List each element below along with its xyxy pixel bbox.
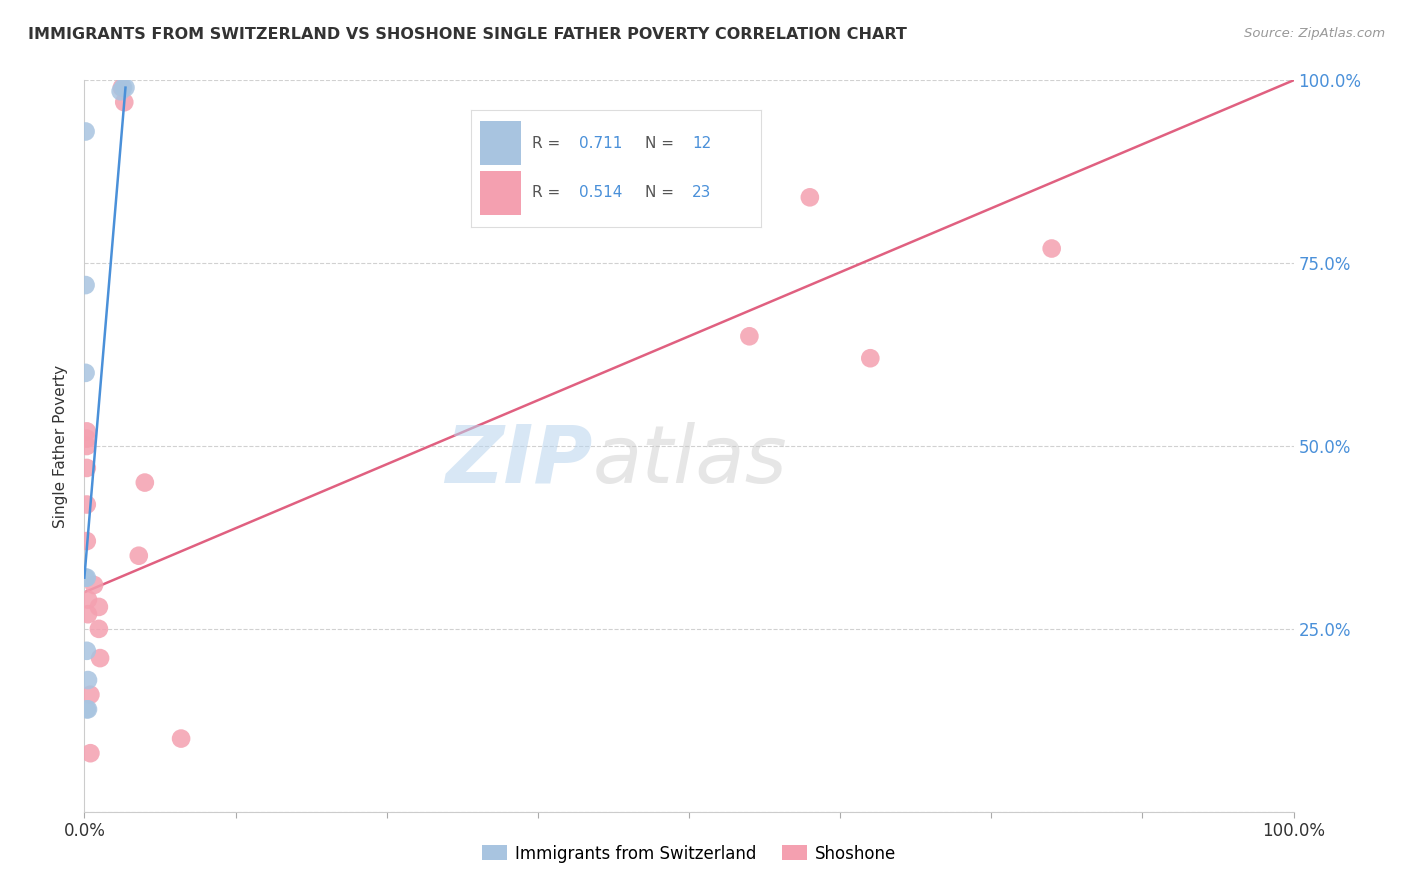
Point xyxy=(77,607,100,622)
Point xyxy=(799,190,821,204)
Point xyxy=(87,599,110,614)
Point xyxy=(112,80,135,95)
Point xyxy=(112,95,135,110)
Point xyxy=(76,461,98,475)
Point xyxy=(76,534,98,549)
Point xyxy=(89,651,111,665)
Text: ZIP: ZIP xyxy=(444,422,592,500)
Point xyxy=(75,571,97,585)
Point xyxy=(76,498,98,512)
Point xyxy=(128,549,150,563)
Point xyxy=(87,622,110,636)
Point xyxy=(76,432,98,446)
Legend: Immigrants from Switzerland, Shoshone: Immigrants from Switzerland, Shoshone xyxy=(475,838,903,869)
Point xyxy=(77,592,100,607)
Point xyxy=(75,124,97,138)
Point xyxy=(75,366,97,380)
Point xyxy=(76,425,98,439)
Point xyxy=(134,475,156,490)
Point xyxy=(76,439,98,453)
Point xyxy=(77,673,100,687)
Point xyxy=(77,702,100,716)
Y-axis label: Single Father Poverty: Single Father Poverty xyxy=(53,365,69,527)
Text: IMMIGRANTS FROM SWITZERLAND VS SHOSHONE SINGLE FATHER POVERTY CORRELATION CHART: IMMIGRANTS FROM SWITZERLAND VS SHOSHONE … xyxy=(28,27,907,42)
Point xyxy=(79,688,101,702)
Point xyxy=(170,731,193,746)
Point xyxy=(76,702,98,716)
Point xyxy=(76,644,98,658)
Point xyxy=(79,746,101,760)
Point xyxy=(859,351,882,366)
Point xyxy=(111,80,134,95)
Point xyxy=(110,84,132,98)
Point xyxy=(75,278,97,293)
Point xyxy=(76,571,98,585)
Point xyxy=(114,80,136,95)
Text: atlas: atlas xyxy=(592,422,787,500)
Point xyxy=(83,578,105,592)
Point xyxy=(738,329,761,343)
Text: Source: ZipAtlas.com: Source: ZipAtlas.com xyxy=(1244,27,1385,40)
Point xyxy=(1040,242,1063,256)
